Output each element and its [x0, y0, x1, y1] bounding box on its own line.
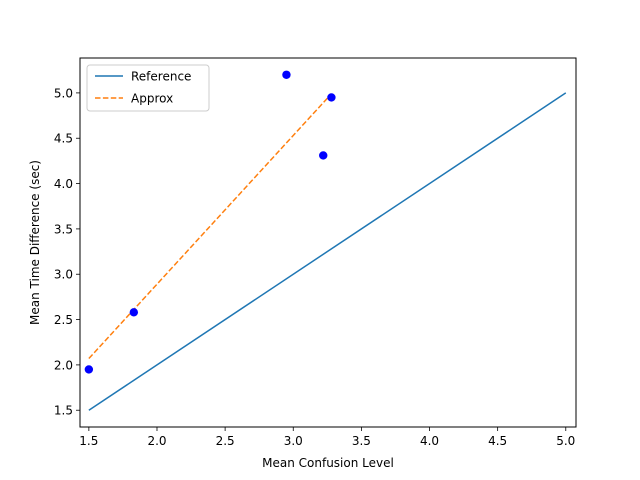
- y-tick-label: 2.0: [54, 358, 73, 372]
- plot-frame: [79, 57, 577, 428]
- y-tick-label: 5.0: [54, 86, 73, 100]
- x-axis-label: Mean Confusion Level: [262, 456, 394, 470]
- legend: Reference Approx: [86, 64, 210, 112]
- x-tick-label: 3.5: [352, 434, 371, 448]
- x-tick-label: 5.0: [556, 434, 575, 448]
- plot-layer: [84, 70, 567, 411]
- scatter-point: [319, 151, 328, 160]
- x-tick-label: 1.5: [79, 434, 98, 448]
- y-tick-label: 1.5: [54, 404, 73, 418]
- y-axis-label: Mean Time Difference (sec): [28, 160, 42, 325]
- scatter-point: [327, 93, 336, 102]
- y-tick-label: 3.0: [54, 268, 73, 282]
- legend-label-approx: Approx: [131, 92, 173, 106]
- scatter-point: [84, 365, 94, 374]
- legend-label-reference: Reference: [131, 70, 191, 84]
- scatter-point: [282, 70, 291, 79]
- y-tick-label: 4.5: [54, 132, 73, 146]
- scatter-point: [129, 308, 139, 317]
- x-tick-label: 3.0: [284, 434, 303, 448]
- x-tick-label: 4.5: [488, 434, 507, 448]
- series-line-reference: [88, 92, 567, 411]
- y-tick-label: 2.5: [54, 313, 73, 327]
- y-tick-label: 3.5: [54, 222, 73, 236]
- series-line-approx: [88, 93, 332, 360]
- x-tick-label: 2.0: [147, 434, 166, 448]
- ticks-layer: 1.5 2.0 2.5 3.0 3.5 4.0 4.5 5.0 1.5 2.0 2.5 3.0 3.5 4…: [54, 86, 575, 448]
- x-tick-label: 4.0: [420, 434, 439, 448]
- x-tick-label: 2.5: [216, 434, 235, 448]
- y-tick-label: 4.0: [54, 177, 73, 191]
